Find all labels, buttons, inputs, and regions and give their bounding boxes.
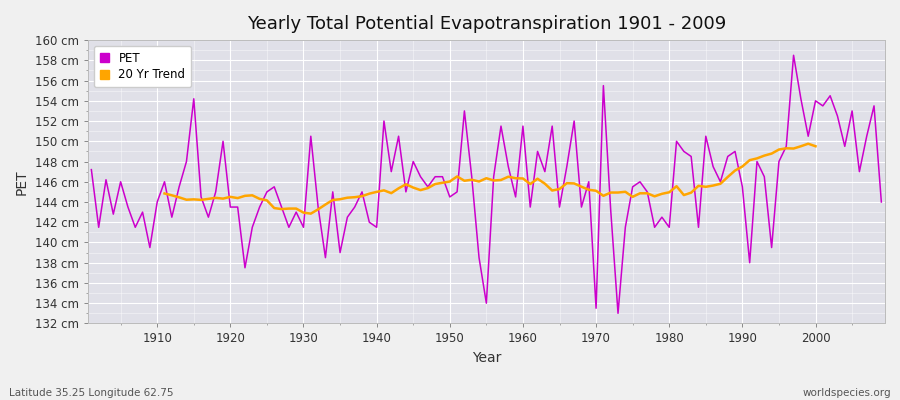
Text: worldspecies.org: worldspecies.org xyxy=(803,388,891,398)
Title: Yearly Total Potential Evapotranspiration 1901 - 2009: Yearly Total Potential Evapotranspiratio… xyxy=(247,15,726,33)
Y-axis label: PET: PET xyxy=(15,169,29,194)
X-axis label: Year: Year xyxy=(472,351,501,365)
Legend: PET, 20 Yr Trend: PET, 20 Yr Trend xyxy=(94,46,192,87)
Text: Latitude 35.25 Longitude 62.75: Latitude 35.25 Longitude 62.75 xyxy=(9,388,174,398)
